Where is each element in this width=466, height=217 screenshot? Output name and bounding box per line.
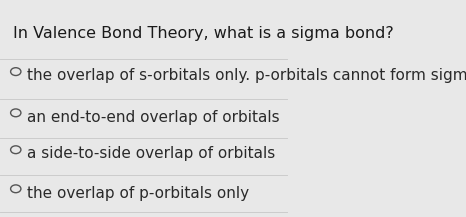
Text: In Valence Bond Theory, what is a sigma bond?: In Valence Bond Theory, what is a sigma … (13, 26, 394, 41)
Text: a side-to-side overlap of orbitals: a side-to-side overlap of orbitals (27, 146, 275, 161)
Text: the overlap of s-orbitals only. p-orbitals cannot form sigma bonds.: the overlap of s-orbitals only. p-orbita… (27, 68, 466, 83)
Text: an end-to-end overlap of orbitals: an end-to-end overlap of orbitals (27, 110, 280, 125)
Text: the overlap of p-orbitals only: the overlap of p-orbitals only (27, 186, 249, 201)
